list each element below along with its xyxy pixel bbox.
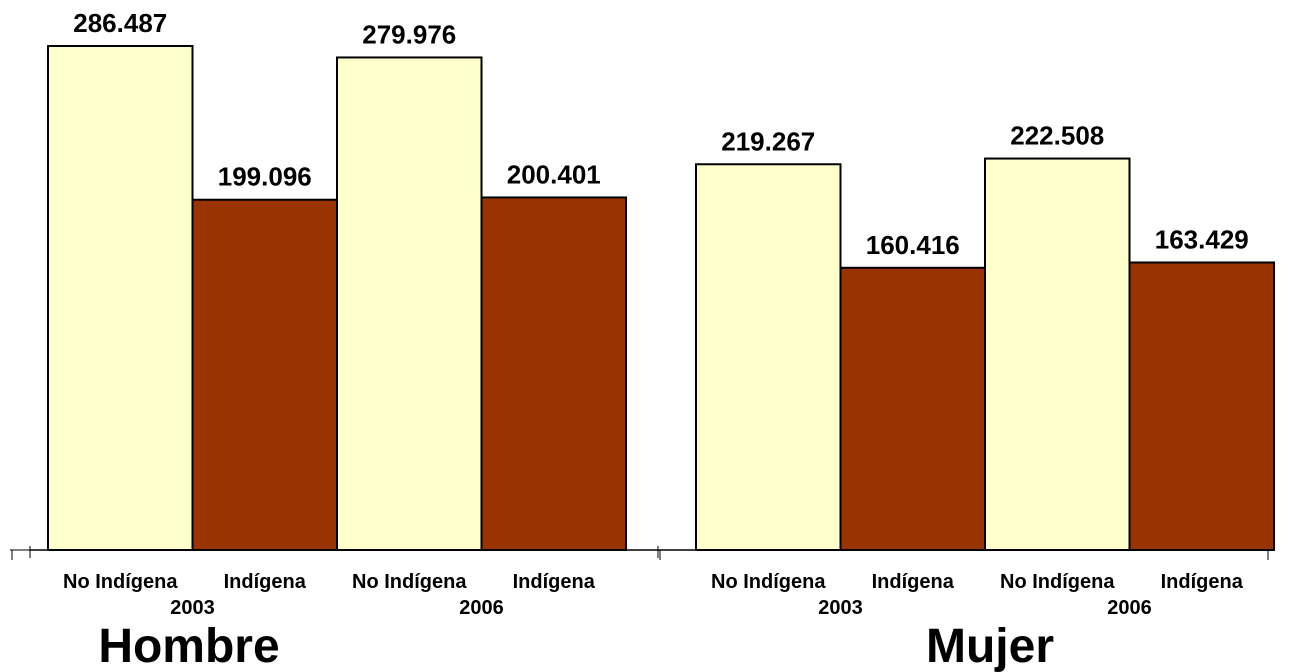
data-label: 286.487 (73, 8, 167, 38)
x-axis (10, 546, 1269, 560)
bar-hombre-2006-indigena (480, 196, 627, 552)
data-label: 199.096 (218, 162, 312, 192)
bar-hombre-2006-no-indigena (336, 56, 483, 551)
bar-hombre-2003-no-indigena (47, 45, 194, 551)
bar-mujer-2003-no-indigena (695, 163, 842, 551)
category-label: Indígena (872, 571, 955, 593)
category-label: No Indígena (352, 571, 467, 593)
data-label: 200.401 (507, 159, 601, 189)
group-label-hombre: Hombre (98, 620, 279, 672)
bar-mujer-2006-indigena (1128, 261, 1275, 551)
category-label: Indígena (1161, 571, 1244, 593)
bar-mujer-2006-no-indigena (984, 157, 1131, 551)
bars-layer (47, 45, 1275, 552)
category-label: No Indígena (1000, 571, 1115, 593)
group-label-mujer: Mujer (926, 620, 1054, 672)
data-label: 222.508 (1010, 121, 1104, 151)
year-label: 2006 (459, 597, 504, 619)
category-label: Indígena (224, 571, 307, 593)
data-label: 163.429 (1155, 224, 1249, 254)
data-label: 219.267 (721, 126, 815, 156)
category-label: No Indígena (711, 571, 826, 593)
category-label: No Indígena (63, 571, 178, 593)
data-label: 160.416 (866, 230, 960, 260)
data-label: 279.976 (362, 19, 456, 49)
year-label: 2003 (170, 597, 215, 619)
category-label: Indígena (513, 571, 596, 593)
labels-layer: 286.487 No Indígena 199.096 Indígena 2003 279… (63, 8, 1249, 672)
bar-hombre-2003-indigena (191, 198, 338, 551)
bar-mujer-2003-indigena (839, 266, 986, 551)
year-label: 2006 (1107, 597, 1152, 619)
year-label: 2003 (818, 597, 863, 619)
